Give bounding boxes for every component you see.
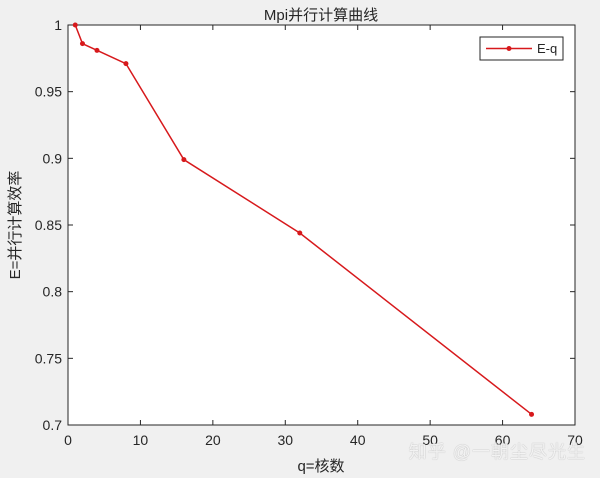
- x-axis-ticks: 0 10 20 30 40 50 60 70: [64, 25, 583, 448]
- legend-marker-icon: [506, 46, 512, 51]
- x-tick-label: 0: [64, 432, 72, 448]
- data-point: [123, 61, 129, 67]
- legend-label: E-q: [537, 41, 557, 56]
- x-tick-label: 30: [277, 432, 293, 448]
- data-point: [529, 411, 535, 417]
- chart-title: Mpi并行计算曲线: [264, 6, 378, 24]
- y-axis-label: E=并行计算效率: [6, 171, 24, 280]
- x-tick-label: 10: [133, 432, 149, 448]
- data-point: [72, 22, 78, 28]
- x-axis-label: q=核数: [297, 458, 344, 475]
- y-tick-label: 0.75: [35, 350, 62, 366]
- legend: E-q: [479, 36, 564, 61]
- x-tick-label: 50: [422, 432, 438, 448]
- y-axis-ticks: 0.7 0.75 0.8 0.85 0.9 0.95 1: [35, 17, 575, 433]
- x-tick-label: 60: [495, 432, 511, 448]
- data-point: [94, 47, 100, 53]
- y-tick-label: 0.7: [43, 417, 63, 433]
- y-tick-label: 0.85: [35, 217, 62, 233]
- data-point: [297, 230, 303, 236]
- series-e-q: [72, 22, 535, 417]
- plot-area: [67, 24, 576, 426]
- data-point: [79, 41, 85, 47]
- y-tick-label: 0.9: [43, 150, 63, 166]
- x-tick-label: 20: [205, 432, 221, 448]
- data-point: [181, 157, 187, 163]
- y-tick-label: 1: [54, 17, 62, 33]
- x-tick-label: 70: [567, 432, 583, 448]
- y-tick-label: 0.8: [43, 284, 63, 300]
- x-tick-label: 40: [350, 432, 366, 448]
- y-tick-label: 0.95: [35, 84, 62, 100]
- watermark: 知乎 @一朝尘尽光生: [408, 442, 586, 462]
